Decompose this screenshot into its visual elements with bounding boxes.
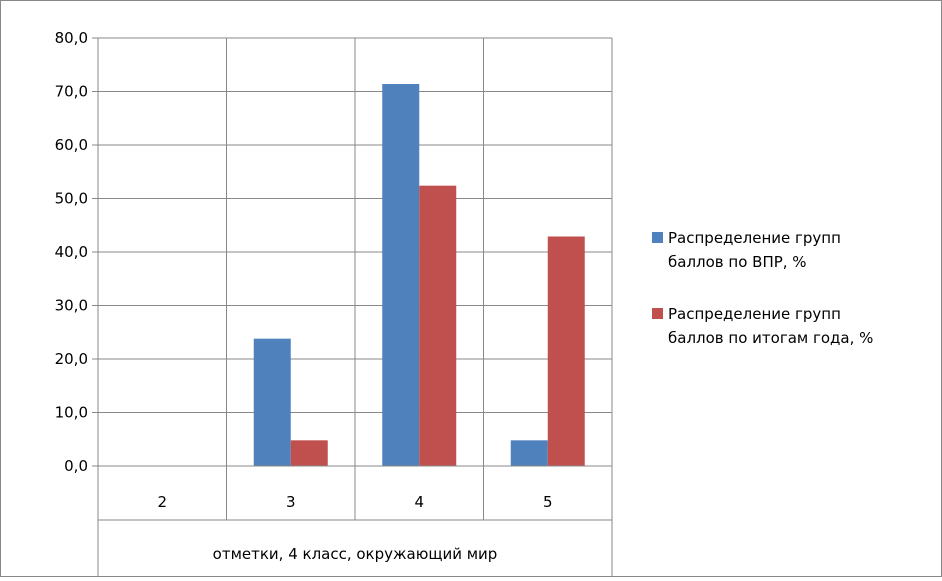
y-tick-label: 20,0 [55, 350, 88, 368]
bar-series1-3 [253, 338, 291, 466]
x-tick-label: 2 [157, 493, 167, 511]
x-tick-label: 4 [414, 493, 424, 511]
x-tick-labels: 2 3 4 5 [157, 493, 552, 511]
legend-label-2: Распределение групп [668, 305, 841, 323]
bar-series2-4 [419, 185, 457, 466]
y-tick-labels: 0,0 10,0 20,0 30,0 40,0 50,0 60,0 70,0 80,0 [55, 29, 88, 475]
legend: Распределение групп баллов по ВПР, % Распр… [652, 229, 873, 347]
y-tick-label: 70,0 [55, 83, 88, 101]
axes-group [92, 37, 613, 577]
legend-swatch-1 [652, 232, 663, 243]
y-tick-label: 50,0 [55, 190, 88, 208]
x-tick-label: 5 [543, 493, 553, 511]
y-tick-label: 30,0 [55, 297, 88, 315]
y-tick-label: 40,0 [55, 243, 88, 261]
legend-swatch-2 [652, 308, 663, 319]
bar-series1-4 [382, 84, 420, 466]
x-tick-label: 3 [286, 493, 296, 511]
y-tick-label: 0,0 [64, 457, 88, 475]
bars-group [253, 84, 585, 466]
grid-lines [98, 37, 613, 520]
y-tick-label: 80,0 [55, 29, 88, 47]
legend-label-1: Распределение групп [668, 229, 841, 247]
y-tick-label: 60,0 [55, 136, 88, 154]
y-tick-label: 10,0 [55, 404, 88, 422]
bar-series2-3 [290, 440, 328, 466]
bar-series1-5 [510, 440, 548, 466]
legend-label-1: баллов по ВПР, % [668, 253, 807, 271]
legend-label-2: баллов по итогам года, % [668, 329, 873, 347]
bar-series2-5 [547, 236, 585, 466]
x-axis-title: отметки, 4 класс, окружающий мир [213, 545, 498, 563]
